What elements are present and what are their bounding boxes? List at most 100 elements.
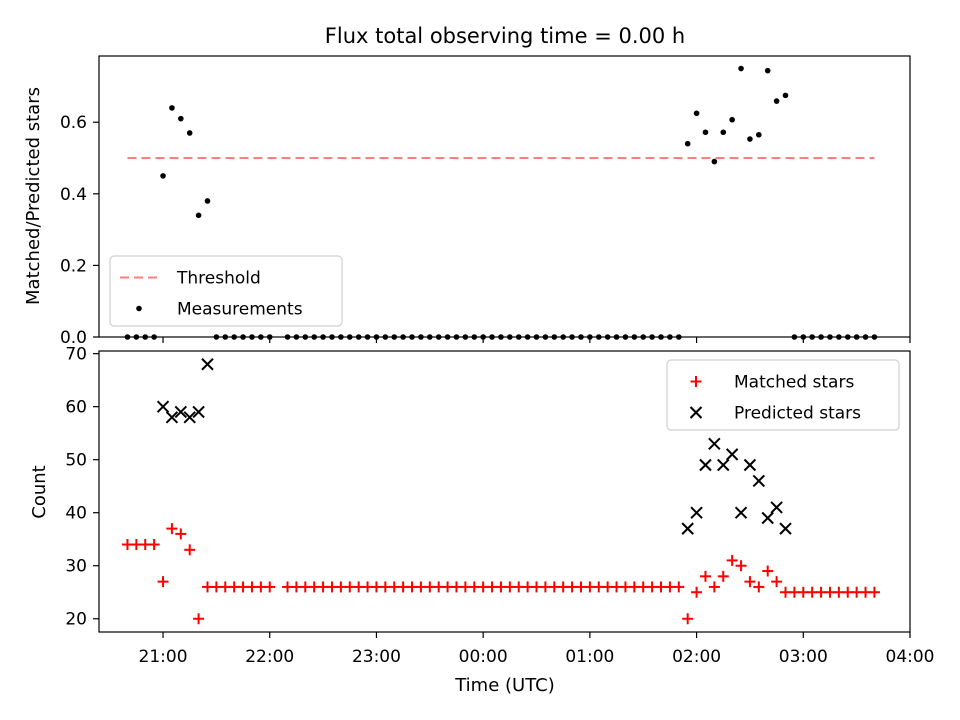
measurement-point <box>782 92 789 99</box>
matched-stars-point <box>762 565 774 577</box>
matched-stars-point <box>744 576 756 588</box>
measurement-point <box>693 110 700 117</box>
predicted-stars-point <box>699 458 712 472</box>
top-panel-ratio: 0.0 0.2 0.4 0.6 Threshold Measurements <box>60 55 911 348</box>
measurement-point <box>382 334 389 340</box>
measurement-point <box>258 334 264 340</box>
matched-stars-point <box>868 586 880 598</box>
measurement-point <box>764 67 771 74</box>
y-tick-label: 0.6 <box>60 113 87 133</box>
measurement-point <box>453 334 460 340</box>
legend-measurement-swatch <box>136 305 142 312</box>
matched-stars-point <box>699 570 711 582</box>
matched-stars-point <box>166 523 178 535</box>
matched-stars-point <box>682 613 694 625</box>
measurement-point <box>338 334 344 340</box>
bottom-y-axis-label: Count <box>29 465 50 518</box>
x-tick-label: 21:00 <box>139 647 188 667</box>
predicted-stars-point <box>708 437 721 450</box>
measurement-point <box>320 334 326 340</box>
y-tick-label: 60 <box>65 398 87 418</box>
predicted-stars-point <box>725 448 739 461</box>
y-tick-label: 40 <box>65 504 87 524</box>
measurement-point <box>675 334 682 340</box>
bottom-panel-counts: 20 30 40 50 60 70 21:00 22:00 23:00 00:00 01:00 02:… <box>65 345 934 667</box>
chart-title: Flux total observing time = 0.00 h <box>325 24 685 48</box>
measurement-point <box>302 334 309 340</box>
measurement-point <box>515 334 522 340</box>
measurement-point <box>284 334 291 340</box>
measurement-point <box>240 334 246 340</box>
predicted-stars-point <box>761 511 774 525</box>
measurement-point <box>222 334 229 340</box>
x-tick-label: 03:00 <box>779 647 828 667</box>
measurement-point <box>862 334 869 340</box>
legend-label: Predicted stars <box>734 404 861 424</box>
legend-matched-swatch <box>690 376 702 387</box>
predicted-stars-point <box>174 405 188 419</box>
matched-stars-point <box>726 554 738 566</box>
legend-label: Threshold <box>176 269 261 289</box>
top-y-axis-label: Matched/Predicted stars <box>23 87 44 305</box>
matched-stars-point <box>148 539 160 551</box>
measurement-point <box>186 130 193 136</box>
measurement-point <box>747 136 753 142</box>
measurement-point <box>489 334 495 340</box>
measurement-point <box>133 334 140 340</box>
measurement-point <box>578 334 584 340</box>
predicted-stars-point <box>752 474 766 488</box>
measurement-point <box>435 334 442 340</box>
measurement-point <box>738 65 744 72</box>
legend-label: Matched stars <box>734 373 854 393</box>
y-tick-label: 50 <box>65 451 87 471</box>
measurement-point <box>391 334 398 340</box>
measurement-point <box>195 212 202 219</box>
x-tick-label: 04:00 <box>886 647 935 667</box>
measurement-point <box>151 334 157 340</box>
predicted-stars-point <box>192 405 205 419</box>
y-tick-label: 0.2 <box>60 256 87 276</box>
legend: Threshold Measurements <box>109 255 343 327</box>
predicted-stars-point <box>779 522 792 535</box>
measurement-point <box>836 334 842 340</box>
measurement-point <box>853 334 860 340</box>
x-tick-label: 01:00 <box>565 647 614 667</box>
measurement-point <box>373 334 380 340</box>
measurement-point <box>178 115 184 122</box>
measurement-point <box>249 334 255 340</box>
legend-entry: Measurements <box>136 300 303 320</box>
predicted-stars-point <box>690 506 703 519</box>
measurement-point <box>293 334 300 340</box>
measurement-point <box>311 334 317 340</box>
measurement-point <box>720 129 727 136</box>
measurement-point <box>729 116 735 123</box>
y-tick-label: 0.0 <box>60 328 87 348</box>
measurement-point <box>533 334 540 340</box>
measurement-point <box>818 334 824 340</box>
measurement-point <box>640 334 647 340</box>
measurement-point <box>507 334 513 340</box>
measurement-point <box>266 334 273 340</box>
measurement-point <box>142 334 149 340</box>
matched-stars-point <box>193 613 205 625</box>
x-axis-label: Time (UTC) <box>454 675 555 696</box>
predicted-stars-point <box>183 411 196 424</box>
measurement-point <box>213 334 220 340</box>
measurement-point <box>462 334 469 340</box>
predicted-stars-point <box>717 458 730 472</box>
measurement-point <box>231 334 237 340</box>
y-tick-label: 70 <box>65 345 87 365</box>
predicted-stars-point <box>734 506 748 519</box>
measurement-point <box>800 334 807 340</box>
matched-stars-point <box>708 581 720 593</box>
measurement-point <box>124 334 131 340</box>
x-tick-label: 02:00 <box>672 647 721 667</box>
measurement-point <box>427 334 433 340</box>
matched-stars-point <box>771 576 783 588</box>
measurement-point <box>480 334 486 340</box>
y-tick-label: 20 <box>65 610 87 630</box>
measurement-point <box>756 131 762 138</box>
matched-stars-point <box>184 544 196 556</box>
measurement-point <box>791 334 798 340</box>
